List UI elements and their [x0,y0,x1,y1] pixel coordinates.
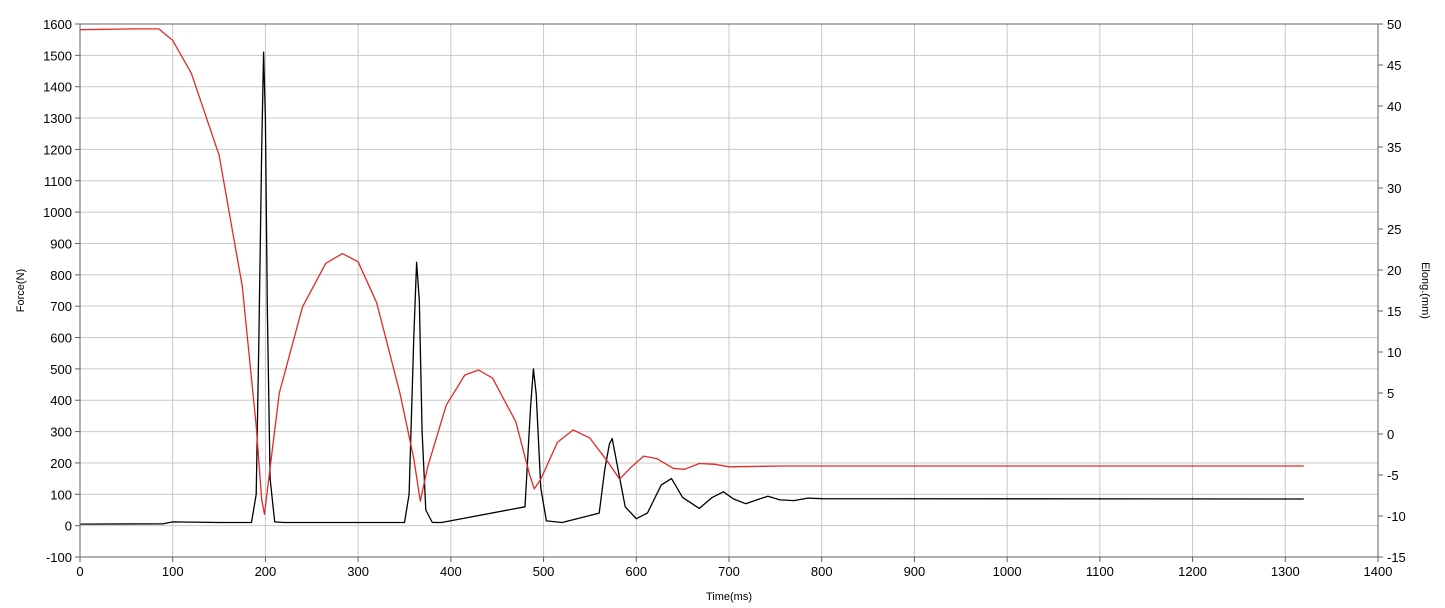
y-right-tick-label: 10 [1387,345,1401,360]
y-left-tick-label: 800 [50,268,72,283]
y-left-tick-label: 0 [65,519,72,534]
x-axis-label: Time(ms) [706,591,752,603]
x-tick-label: 600 [625,564,647,579]
y-left-tick-label: 1300 [43,111,72,126]
y-left-tick-label: 1600 [43,17,72,32]
x-tick-label: 1100 [1086,564,1114,579]
x-tick-label: 200 [255,564,277,579]
x-tick-label: 500 [533,564,555,579]
y-left-tick-label: 700 [50,299,72,314]
x-tick-label: 100 [162,564,184,579]
y-right-tick-label: 45 [1387,58,1401,73]
x-tick-label: 400 [440,564,462,579]
x-tick-label: 1200 [1178,564,1207,579]
x-tick-label: 700 [718,564,740,579]
y-left-tick-label: 1100 [44,174,72,189]
x-axis-ticks: 0 100 200 300 400 500 600 700 800 900 1000 1100 1200… [76,557,1392,579]
y-right-tick-label: -15 [1387,550,1406,565]
y-left-axis-label: Force(N) [15,269,27,312]
x-tick-label: 1400 [1364,564,1393,579]
y-right-tick-label: 20 [1387,263,1401,278]
series-layer [79,28,1304,525]
y-right-axis-label: Elong.(mm) [1419,262,1431,319]
y-left-tick-label: 400 [50,393,72,408]
y-left-tick-label: 200 [50,456,72,471]
y-left-tick-label: 1500 [43,48,72,63]
y-left-tick-label: 100 [50,487,72,502]
y-right-tick-label: 25 [1387,222,1401,237]
x-tick-label: 0 [76,564,83,579]
y-left-tick-label: 300 [50,425,72,440]
y-left-tick-label: 1000 [43,205,72,220]
y-left-tick-label: 900 [50,236,72,251]
x-tick-label: 800 [811,564,833,579]
x-tick-label: 1000 [993,564,1022,579]
y-right-tick-label: 5 [1387,386,1394,401]
y-left-axis-ticks: -100 0 100 200 300 400 500 600 700 800 900 1000 1100… [43,17,80,565]
y-right-tick-label: -5 [1387,468,1399,483]
grid-layer [79,23,1379,558]
y-right-tick-label: 15 [1387,304,1401,319]
y-right-tick-label: 50 [1387,17,1401,32]
y-left-tick-label: -100 [46,550,72,565]
y-left-tick-label: 1200 [43,142,72,157]
y-left-tick-label: 1400 [43,80,72,95]
force-series-line [79,51,1304,525]
y-right-tick-label: -10 [1387,509,1406,524]
y-right-tick-label: 35 [1387,140,1401,155]
elongation-series-line [79,28,1304,516]
y-right-tick-label: 0 [1387,427,1394,442]
y-right-axis-ticks: -15 -10 -5 0 5 10 15 20 25 30 35 40 45 50 [1378,17,1406,565]
y-left-tick-label: 600 [50,331,72,346]
y-left-tick-label: 500 [50,362,72,377]
x-tick-label: 900 [904,564,926,579]
y-right-tick-label: 40 [1387,99,1401,114]
y-right-tick-label: 30 [1387,181,1401,196]
x-tick-label: 1300 [1271,564,1300,579]
x-tick-label: 300 [347,564,369,579]
